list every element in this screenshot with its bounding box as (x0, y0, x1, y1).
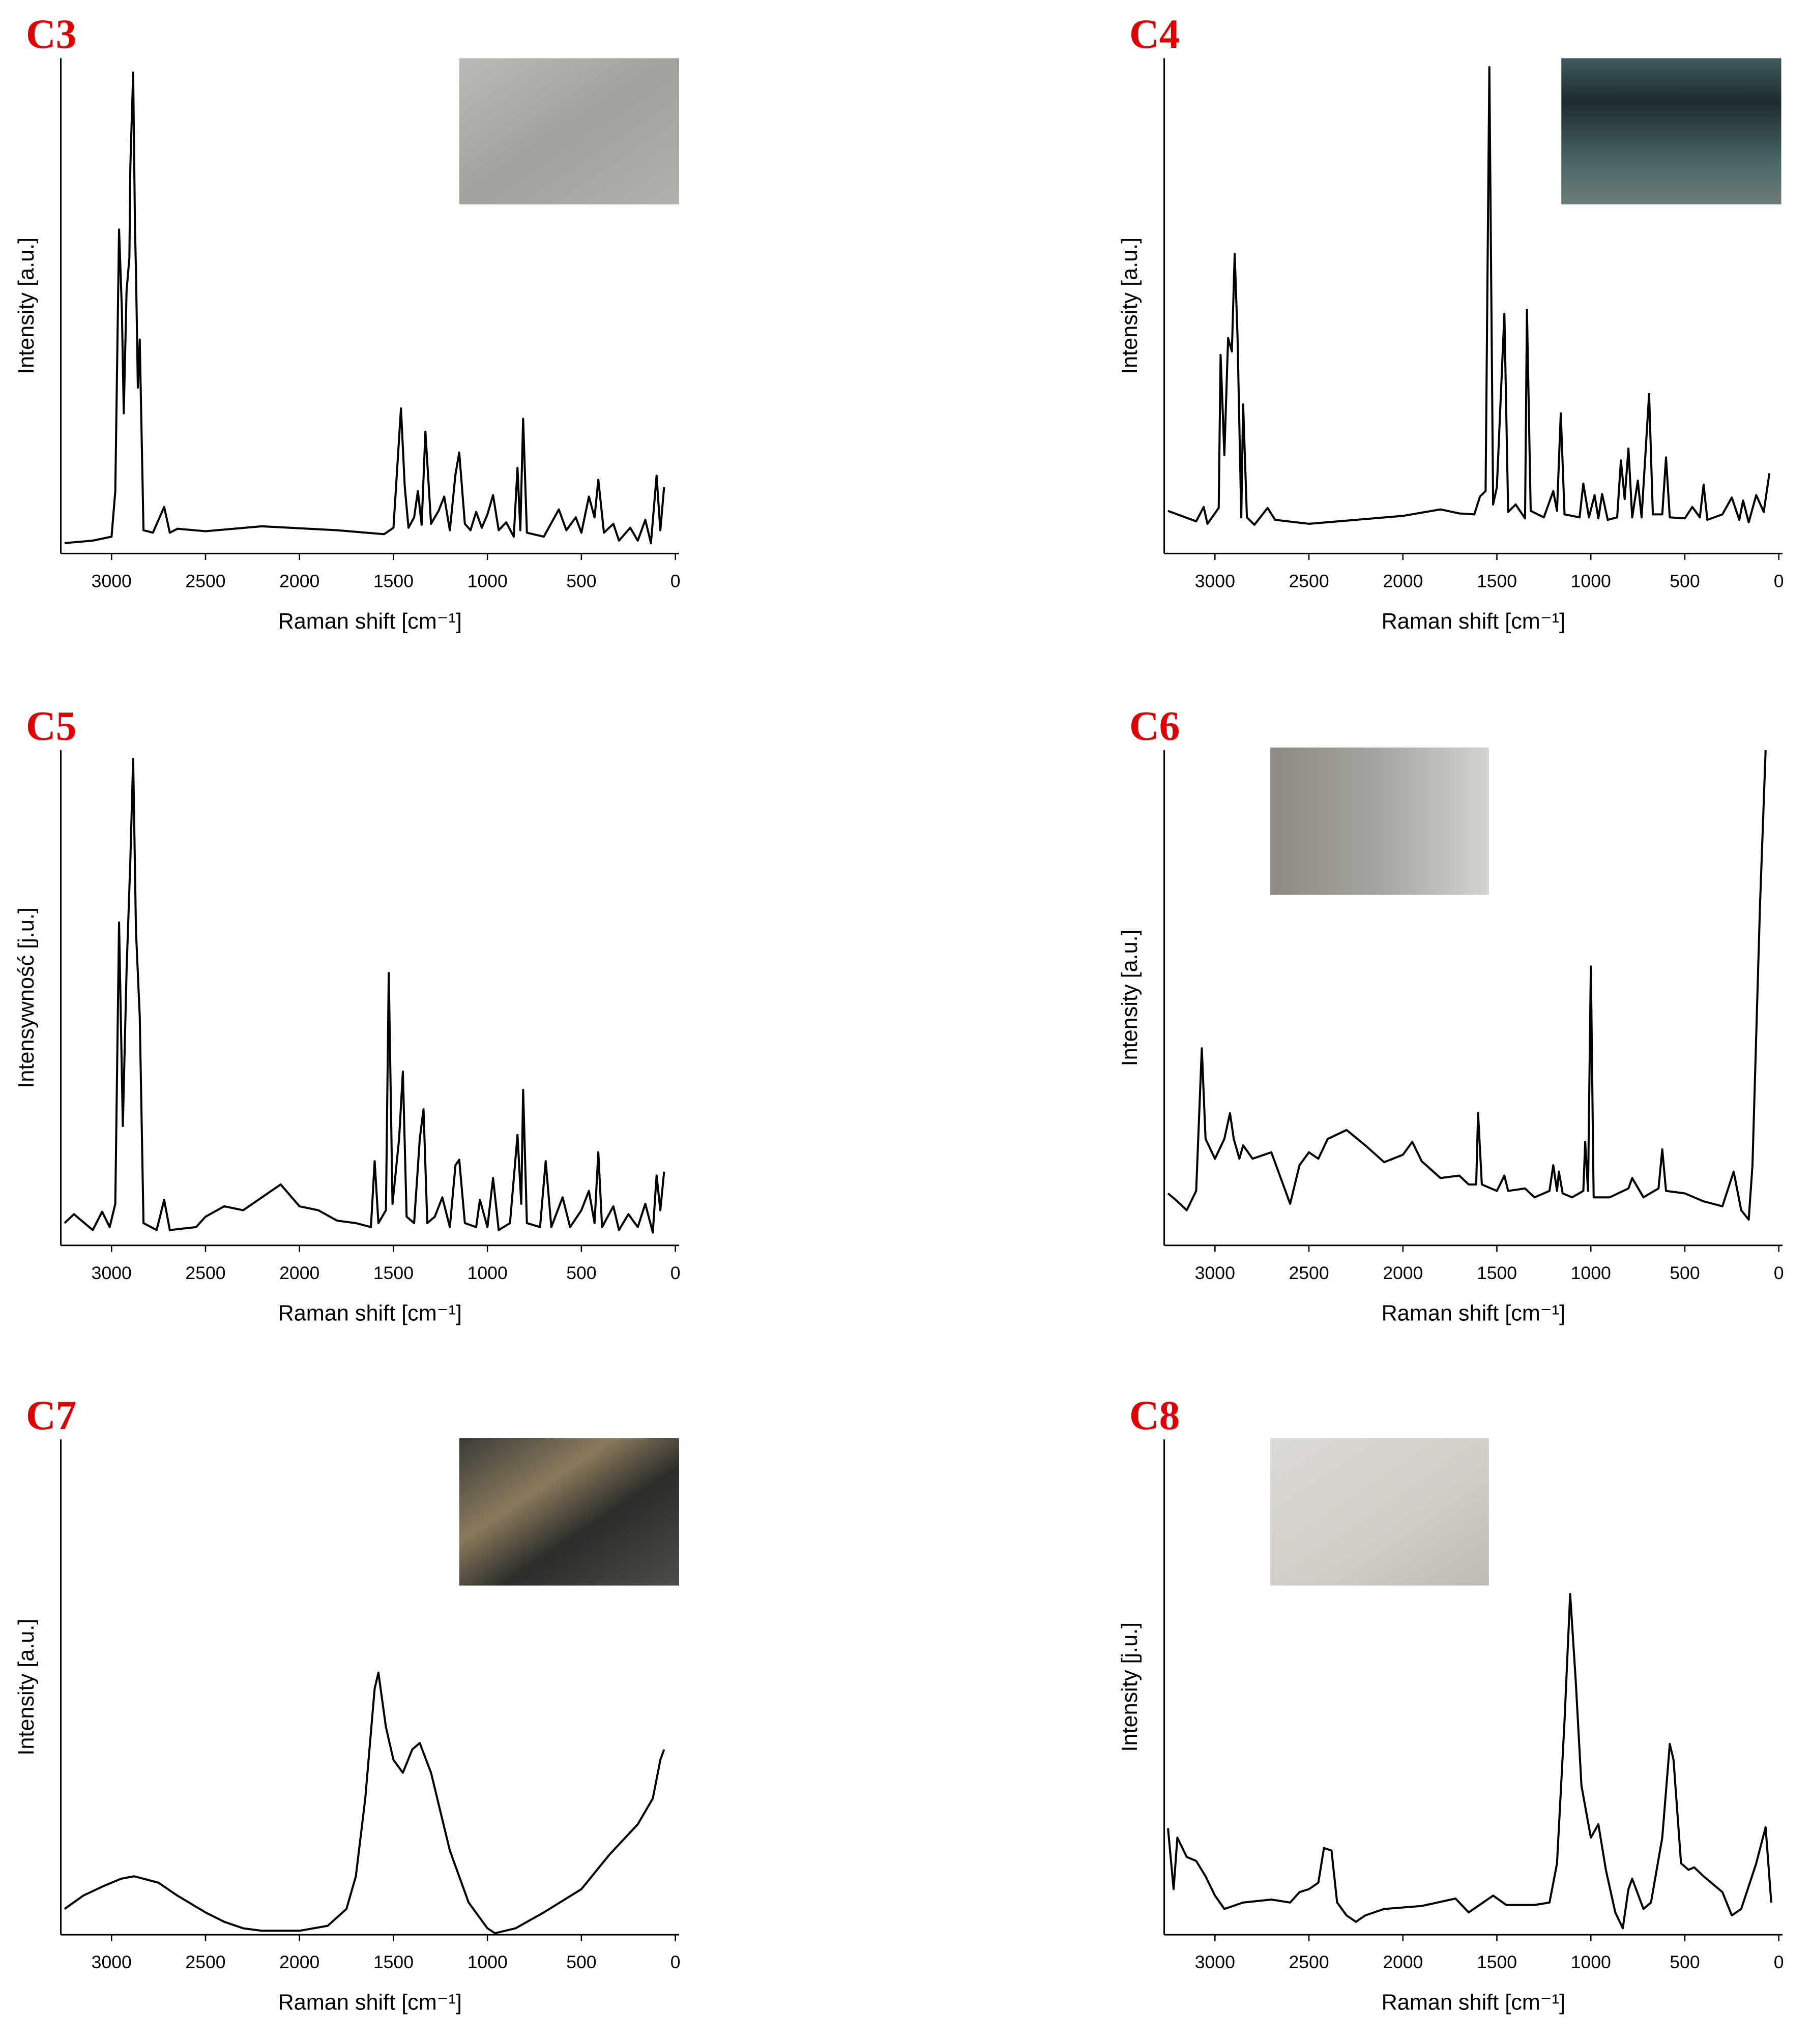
x-tick-label: 3000 (1195, 571, 1235, 591)
panel-title: C4 (1129, 11, 1180, 57)
y-axis-label: Intensywność [j.u.] (14, 907, 39, 1088)
x-tick-label: 1000 (468, 1263, 508, 1283)
spectrum-line (64, 71, 665, 544)
x-axis-label: Raman shift [cm⁻¹] (278, 1991, 462, 2015)
x-tick-label: 2000 (1383, 1952, 1423, 1972)
spectrum-line (1167, 66, 1771, 526)
x-tick-label: 2500 (185, 571, 225, 591)
y-axis-label: Intensity [a.u.] (1118, 238, 1142, 374)
x-tick-label: 1000 (1571, 1952, 1611, 1972)
x-tick-label: 2000 (279, 1952, 319, 1972)
sample-photo (1270, 1438, 1489, 1586)
y-axis-label: Intensity [a.u.] (14, 238, 39, 374)
x-tick-label: 0 (1774, 1263, 1784, 1283)
x-tick-label: 1000 (468, 571, 508, 591)
x-tick-label: 500 (1670, 1952, 1700, 1972)
x-tick-label: 1500 (373, 1263, 414, 1283)
x-tick-label: 2500 (185, 1263, 225, 1283)
x-tick-label: 3000 (92, 571, 132, 591)
y-axis-label: Intensity [j.u.] (1118, 1622, 1142, 1752)
x-tick-label: 3000 (92, 1263, 132, 1283)
y-axis-label: Intensity [a.u.] (1118, 929, 1142, 1066)
x-tick-label: 1500 (1477, 571, 1517, 591)
x-tick-label: 0 (1774, 1952, 1784, 1972)
y-axis-label: Intensity [a.u.] (14, 1619, 39, 1756)
x-tick-label: 1000 (1571, 1263, 1611, 1283)
x-tick-label: 2500 (1289, 1952, 1329, 1972)
x-axis-label: Raman shift [cm⁻¹] (278, 609, 462, 634)
panel-title: C6 (1129, 703, 1180, 749)
x-axis-label: Raman shift [cm⁻¹] (278, 1301, 462, 1325)
x-tick-label: 1000 (1571, 571, 1611, 591)
spectrum-line (1167, 750, 1767, 1221)
x-tick-label: 500 (566, 571, 596, 591)
panel-title: C8 (1129, 1392, 1180, 1438)
x-tick-label: 0 (670, 571, 681, 591)
spectrum-line (1166, 1593, 1772, 1930)
x-axis-label: Raman shift [cm⁻¹] (1382, 1991, 1565, 2015)
sample-photo (1270, 747, 1489, 895)
sample-photo (459, 1438, 679, 1586)
x-tick-label: 3000 (1195, 1263, 1235, 1283)
x-tick-label: 3000 (1195, 1952, 1235, 1972)
panel-title: C7 (26, 1392, 76, 1438)
x-tick-label: 0 (670, 1952, 681, 1972)
x-tick-label: 2500 (1289, 571, 1329, 591)
x-tick-label: 2000 (1383, 571, 1423, 591)
x-tick-label: 0 (1774, 571, 1784, 591)
x-tick-label: 1500 (1477, 1263, 1517, 1283)
x-tick-label: 2000 (279, 1263, 319, 1283)
x-tick-label: 500 (1670, 571, 1700, 591)
x-tick-label: 1500 (373, 1952, 414, 1972)
x-axis-label: Raman shift [cm⁻¹] (1382, 609, 1565, 634)
x-tick-label: 1000 (468, 1952, 508, 1972)
spectrum-line (64, 1671, 665, 1935)
spectrum-line (64, 758, 665, 1234)
x-tick-label: 500 (566, 1952, 596, 1972)
x-tick-label: 2000 (279, 571, 319, 591)
x-tick-label: 3000 (92, 1952, 132, 1972)
x-tick-label: 1500 (373, 571, 414, 591)
x-tick-label: 2000 (1383, 1263, 1423, 1283)
x-tick-label: 2500 (185, 1952, 225, 1972)
panel-title: C3 (26, 11, 76, 57)
panel-title: C5 (26, 703, 76, 749)
x-tick-label: 500 (1670, 1263, 1700, 1283)
sample-photo (1561, 58, 1781, 204)
x-tick-label: 1500 (1477, 1952, 1517, 1972)
x-tick-label: 500 (566, 1263, 596, 1283)
x-tick-label: 0 (670, 1263, 681, 1283)
sample-photo (459, 58, 679, 204)
x-tick-label: 2500 (1289, 1263, 1329, 1283)
x-axis-label: Raman shift [cm⁻¹] (1382, 1301, 1565, 1325)
